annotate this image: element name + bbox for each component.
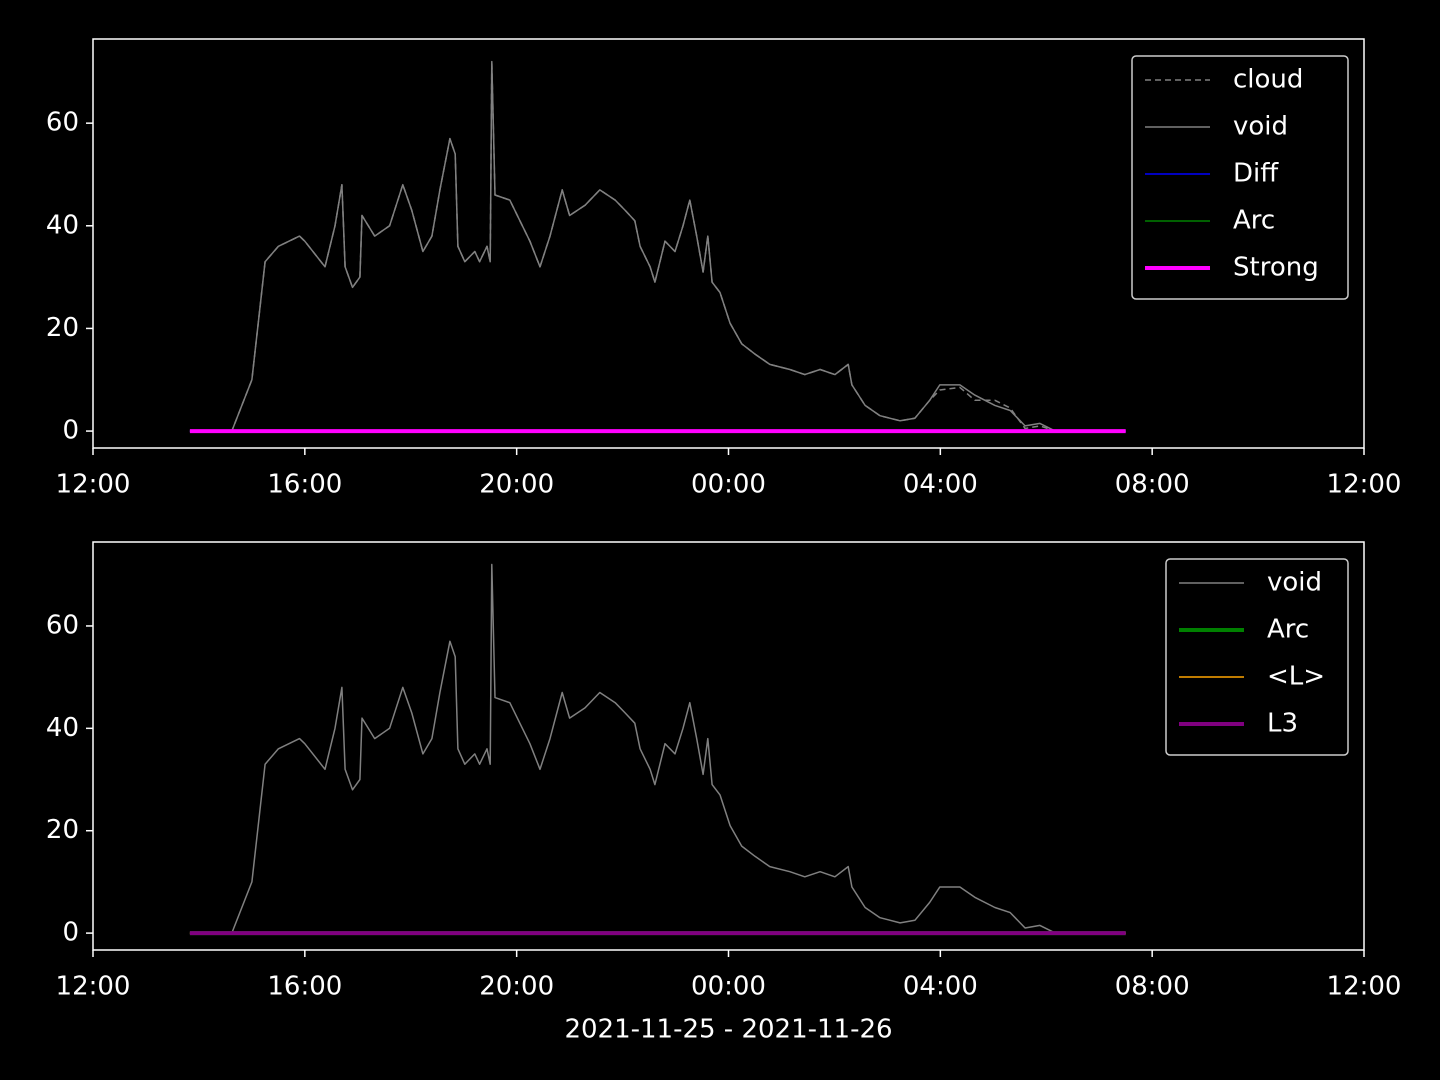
x-tick-label: 00:00 [691,470,766,500]
x-tick-label: 12:00 [56,470,131,500]
x-tick-label: 20:00 [479,470,554,500]
legend-label: L3 [1267,709,1298,739]
legend-label: Arc [1267,615,1309,645]
y-tick-label: 0 [62,918,79,948]
y-tick-label: 20 [46,815,79,845]
y-tick-label: 40 [46,210,79,240]
y-tick-label: 60 [46,108,79,138]
x-axis-label: 2021-11-25 - 2021-11-26 [564,1015,892,1045]
series-line [189,60,1126,432]
x-tick-label: 08:00 [1115,470,1190,500]
legend-label: void [1267,568,1322,598]
series-line [189,563,1126,934]
y-tick-label: 0 [62,416,79,446]
x-tick-label: 08:00 [1115,972,1190,1002]
legend-box [1131,55,1349,300]
legend-label: Diff [1233,159,1279,189]
y-tick-label: 40 [46,713,79,743]
legend-label: Arc [1233,206,1275,236]
x-tick-label: 16:00 [267,470,342,500]
legend-label: <L> [1267,662,1325,692]
y-tick-label: 60 [46,610,79,640]
x-tick-label: 16:00 [267,972,342,1002]
legend-label: void [1233,112,1288,142]
legend-label: Strong [1233,253,1319,283]
y-tick-label: 20 [46,313,79,343]
legend-label: cloud [1233,65,1303,95]
x-tick-label: 04:00 [903,470,978,500]
x-tick-label: 00:00 [691,972,766,1002]
x-tick-label: 20:00 [479,972,554,1002]
legend-box [1165,558,1349,756]
x-tick-label: 04:00 [903,972,978,1002]
x-tick-label: 12:00 [1327,470,1402,500]
x-tick-label: 12:00 [1327,972,1402,1002]
x-tick-label: 12:00 [56,972,131,1002]
